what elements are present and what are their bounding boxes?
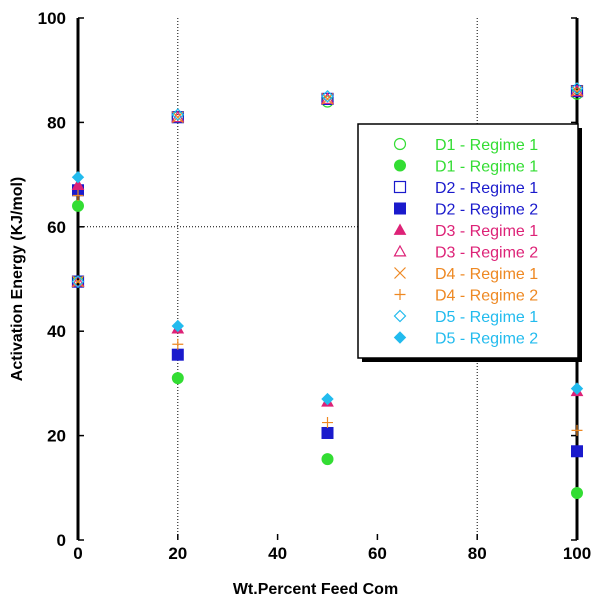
legend-label: D5 - Regime 2 bbox=[435, 331, 538, 348]
series-9 bbox=[71, 82, 584, 288]
data-point bbox=[321, 89, 334, 103]
legend-label: D2 - Regime 1 bbox=[435, 180, 538, 197]
data-point bbox=[571, 445, 583, 458]
legend-marker bbox=[394, 289, 406, 300]
y-tick-label: 100 bbox=[38, 9, 66, 28]
data-point bbox=[570, 82, 584, 95]
legend-label: D3 - Regime 1 bbox=[435, 223, 538, 240]
data-point bbox=[71, 275, 85, 288]
data-marks bbox=[71, 82, 584, 500]
data-point bbox=[321, 453, 334, 466]
data-point bbox=[171, 372, 184, 385]
data-point bbox=[321, 392, 334, 406]
legend-label: D3 - Regime 2 bbox=[435, 245, 538, 262]
data-point bbox=[71, 171, 85, 184]
legend-label: D1 - Regime 1 bbox=[435, 137, 538, 154]
legend-label: D5 - Regime 1 bbox=[435, 309, 538, 326]
data-point bbox=[322, 417, 333, 429]
legend-label: D4 - Regime 1 bbox=[435, 266, 538, 283]
data-point bbox=[71, 178, 85, 190]
data-point bbox=[571, 487, 583, 500]
data-point bbox=[171, 319, 185, 333]
x-tick-label: 40 bbox=[268, 544, 287, 563]
legend-marker bbox=[394, 267, 406, 279]
y-tick-label: 40 bbox=[47, 322, 66, 341]
y-tick-label: 0 bbox=[57, 531, 66, 550]
x-tick-label: 80 bbox=[468, 544, 487, 563]
legend-marker bbox=[393, 331, 407, 344]
y-axis-label: Activation Energy (KJ/mol) bbox=[9, 177, 26, 381]
y-tick-label: 20 bbox=[47, 427, 66, 446]
y-tick-label: 80 bbox=[47, 113, 66, 132]
legend-marker bbox=[393, 223, 407, 235]
legend-label: D1 - Regime 1 bbox=[435, 159, 538, 176]
series-2 bbox=[72, 199, 583, 500]
data-point bbox=[72, 189, 84, 201]
legend-marker bbox=[393, 137, 407, 151]
data-point bbox=[72, 275, 84, 288]
legend-marker bbox=[394, 202, 406, 215]
x-tick-label: 100 bbox=[563, 544, 591, 563]
legend-label: D4 - Regime 2 bbox=[435, 288, 538, 305]
data-point bbox=[571, 424, 583, 436]
legend-marker bbox=[393, 244, 407, 257]
x-tick-label: 0 bbox=[73, 544, 82, 563]
x-tick-label: 60 bbox=[368, 544, 387, 563]
data-point bbox=[570, 382, 584, 395]
series-10 bbox=[71, 171, 584, 406]
data-point bbox=[321, 426, 334, 439]
x-tick-label: 20 bbox=[168, 544, 187, 563]
legend-label: D2 - Regime 2 bbox=[435, 202, 538, 219]
data-point bbox=[171, 108, 185, 121]
legend-marker bbox=[393, 309, 407, 323]
legend-marker bbox=[393, 180, 407, 194]
data-point bbox=[72, 199, 84, 212]
legend-marker bbox=[394, 159, 406, 172]
series-8 bbox=[72, 189, 583, 436]
legend: D1 - Regime 1 D1 - Regime 1 D2 - Regime 1 D… bbox=[357, 123, 582, 362]
data-point bbox=[171, 348, 184, 361]
y-tick-label: 60 bbox=[47, 218, 66, 237]
x-axis-label: Wt.Percent Feed Com bbox=[233, 581, 398, 598]
data-point bbox=[172, 338, 184, 350]
tick-layer: 0 20 40 60 80 100 0 20 40 60 80 100 bbox=[38, 9, 592, 563]
data-point bbox=[71, 274, 85, 287]
